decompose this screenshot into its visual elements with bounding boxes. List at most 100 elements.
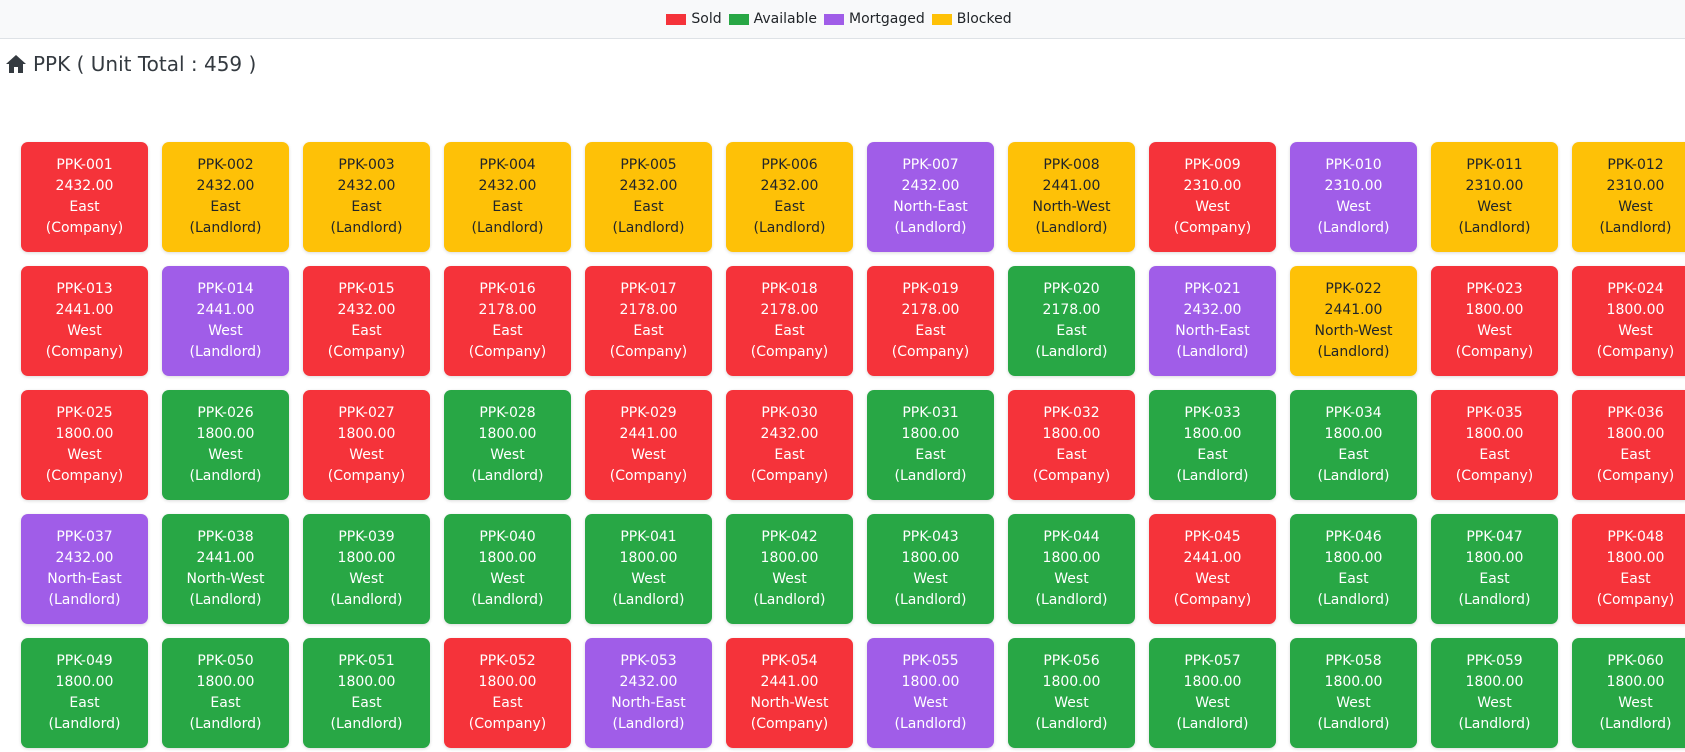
unit-owner: (Landlord) — [471, 220, 544, 236]
unit-card[interactable]: PPK-018 2178.00 East (Company) — [726, 266, 853, 376]
unit-facing: West — [631, 571, 666, 587]
unit-card[interactable]: PPK-031 1800.00 East (Landlord) — [867, 390, 994, 500]
unit-code: PPK-018 — [761, 281, 818, 297]
unit-card[interactable]: PPK-001 2432.00 East (Company) — [21, 142, 148, 252]
unit-owner: (Landlord) — [48, 716, 121, 732]
unit-card[interactable]: PPK-060 1800.00 West (Landlord) — [1572, 638, 1685, 748]
unit-card[interactable]: PPK-044 1800.00 West (Landlord) — [1008, 514, 1135, 624]
unit-card[interactable]: PPK-051 1800.00 East (Landlord) — [303, 638, 430, 748]
unit-card[interactable]: PPK-009 2310.00 West (Company) — [1149, 142, 1276, 252]
unit-owner: (Landlord) — [894, 716, 967, 732]
unit-card[interactable]: PPK-047 1800.00 East (Landlord) — [1431, 514, 1558, 624]
unit-card[interactable]: PPK-058 1800.00 West (Landlord) — [1290, 638, 1417, 748]
unit-card[interactable]: PPK-054 2441.00 North-West (Company) — [726, 638, 853, 748]
unit-card[interactable]: PPK-035 1800.00 East (Company) — [1431, 390, 1558, 500]
unit-card[interactable]: PPK-045 2441.00 West (Company) — [1149, 514, 1276, 624]
unit-owner: (Company) — [609, 468, 688, 484]
unit-code: PPK-022 — [1325, 281, 1382, 297]
unit-card[interactable]: PPK-032 1800.00 East (Company) — [1008, 390, 1135, 500]
unit-code: PPK-045 — [1184, 529, 1241, 545]
unit-card[interactable]: PPK-023 1800.00 West (Company) — [1431, 266, 1558, 376]
unit-facing: West — [913, 571, 948, 587]
unit-card[interactable]: PPK-010 2310.00 West (Landlord) — [1290, 142, 1417, 252]
unit-card[interactable]: PPK-050 1800.00 East (Landlord) — [162, 638, 289, 748]
unit-owner: (Landlord) — [1176, 344, 1249, 360]
unit-code: PPK-033 — [1184, 405, 1241, 421]
unit-card[interactable]: PPK-026 1800.00 West (Landlord) — [162, 390, 289, 500]
unit-facing: West — [1618, 695, 1653, 711]
unit-card[interactable]: PPK-055 1800.00 West (Landlord) — [867, 638, 994, 748]
unit-card[interactable]: PPK-029 2441.00 West (Company) — [585, 390, 712, 500]
unit-owner: (Landlord) — [189, 716, 262, 732]
unit-card[interactable]: PPK-013 2441.00 West (Company) — [21, 266, 148, 376]
unit-card[interactable]: PPK-038 2441.00 North-West (Landlord) — [162, 514, 289, 624]
unit-card[interactable]: PPK-005 2432.00 East (Landlord) — [585, 142, 712, 252]
unit-card[interactable]: PPK-027 1800.00 West (Company) — [303, 390, 430, 500]
unit-card[interactable]: PPK-043 1800.00 West (Landlord) — [867, 514, 994, 624]
unit-code: PPK-046 — [1325, 529, 1382, 545]
unit-card[interactable]: PPK-007 2432.00 North-East (Landlord) — [867, 142, 994, 252]
unit-area: 1800.00 — [1465, 550, 1524, 566]
unit-card[interactable]: PPK-017 2178.00 East (Company) — [585, 266, 712, 376]
unit-card[interactable]: PPK-033 1800.00 East (Landlord) — [1149, 390, 1276, 500]
unit-card[interactable]: PPK-048 1800.00 East (Company) — [1572, 514, 1685, 624]
unit-code: PPK-039 — [338, 529, 395, 545]
unit-card[interactable]: PPK-016 2178.00 East (Company) — [444, 266, 571, 376]
unit-owner: (Landlord) — [189, 592, 262, 608]
unit-card[interactable]: PPK-037 2432.00 North-East (Landlord) — [21, 514, 148, 624]
unit-facing: East — [1620, 447, 1651, 463]
unit-card[interactable]: PPK-052 1800.00 East (Company) — [444, 638, 571, 748]
unit-facing: East — [351, 199, 382, 215]
unit-card[interactable]: PPK-041 1800.00 West (Landlord) — [585, 514, 712, 624]
unit-area: 2432.00 — [1183, 302, 1242, 318]
unit-card[interactable]: PPK-014 2441.00 West (Landlord) — [162, 266, 289, 376]
unit-code: PPK-007 — [902, 157, 959, 173]
unit-card[interactable]: PPK-049 1800.00 East (Landlord) — [21, 638, 148, 748]
unit-owner: (Landlord) — [1317, 468, 1390, 484]
unit-card[interactable]: PPK-004 2432.00 East (Landlord) — [444, 142, 571, 252]
unit-facing: East — [1479, 571, 1510, 587]
unit-card[interactable]: PPK-040 1800.00 West (Landlord) — [444, 514, 571, 624]
unit-card[interactable]: PPK-025 1800.00 West (Company) — [21, 390, 148, 500]
unit-card[interactable]: PPK-003 2432.00 East (Landlord) — [303, 142, 430, 252]
unit-code: PPK-017 — [620, 281, 677, 297]
unit-facing: West — [913, 695, 948, 711]
unit-card[interactable]: PPK-002 2432.00 East (Landlord) — [162, 142, 289, 252]
unit-card[interactable]: PPK-059 1800.00 West (Landlord) — [1431, 638, 1558, 748]
unit-card[interactable]: PPK-034 1800.00 East (Landlord) — [1290, 390, 1417, 500]
unit-area: 1800.00 — [1606, 550, 1665, 566]
unit-card[interactable]: PPK-053 2432.00 North-East (Landlord) — [585, 638, 712, 748]
unit-code: PPK-002 — [197, 157, 254, 173]
unit-facing: West — [490, 571, 525, 587]
unit-card[interactable]: PPK-028 1800.00 West (Landlord) — [444, 390, 571, 500]
unit-card[interactable]: PPK-006 2432.00 East (Landlord) — [726, 142, 853, 252]
unit-card[interactable]: PPK-008 2441.00 North-West (Landlord) — [1008, 142, 1135, 252]
unit-card[interactable]: PPK-020 2178.00 East (Landlord) — [1008, 266, 1135, 376]
unit-facing: East — [492, 199, 523, 215]
unit-card[interactable]: PPK-011 2310.00 West (Landlord) — [1431, 142, 1558, 252]
unit-card[interactable]: PPK-046 1800.00 East (Landlord) — [1290, 514, 1417, 624]
unit-card[interactable]: PPK-024 1800.00 West (Company) — [1572, 266, 1685, 376]
unit-area: 2432.00 — [337, 178, 396, 194]
unit-owner: (Landlord) — [189, 344, 262, 360]
unit-facing: West — [67, 323, 102, 339]
unit-area: 2432.00 — [901, 178, 960, 194]
unit-card[interactable]: PPK-022 2441.00 North-West (Landlord) — [1290, 266, 1417, 376]
unit-area: 2178.00 — [478, 302, 537, 318]
unit-card[interactable]: PPK-042 1800.00 West (Landlord) — [726, 514, 853, 624]
unit-facing: West — [1195, 695, 1230, 711]
unit-card[interactable]: PPK-019 2178.00 East (Company) — [867, 266, 994, 376]
unit-code: PPK-037 — [56, 529, 113, 545]
unit-card[interactable]: PPK-012 2310.00 West (Landlord) — [1572, 142, 1685, 252]
unit-owner: (Company) — [750, 344, 829, 360]
unit-card[interactable]: PPK-039 1800.00 West (Landlord) — [303, 514, 430, 624]
unit-area: 1800.00 — [55, 674, 114, 690]
unit-card[interactable]: PPK-057 1800.00 West (Landlord) — [1149, 638, 1276, 748]
unit-card[interactable]: PPK-021 2432.00 North-East (Landlord) — [1149, 266, 1276, 376]
unit-card[interactable]: PPK-056 1800.00 West (Landlord) — [1008, 638, 1135, 748]
unit-owner: (Company) — [1455, 468, 1534, 484]
unit-card[interactable]: PPK-015 2432.00 East (Company) — [303, 266, 430, 376]
unit-card[interactable]: PPK-036 1800.00 East (Company) — [1572, 390, 1685, 500]
unit-card[interactable]: PPK-030 2432.00 East (Company) — [726, 390, 853, 500]
unit-owner: (Landlord) — [1035, 220, 1108, 236]
